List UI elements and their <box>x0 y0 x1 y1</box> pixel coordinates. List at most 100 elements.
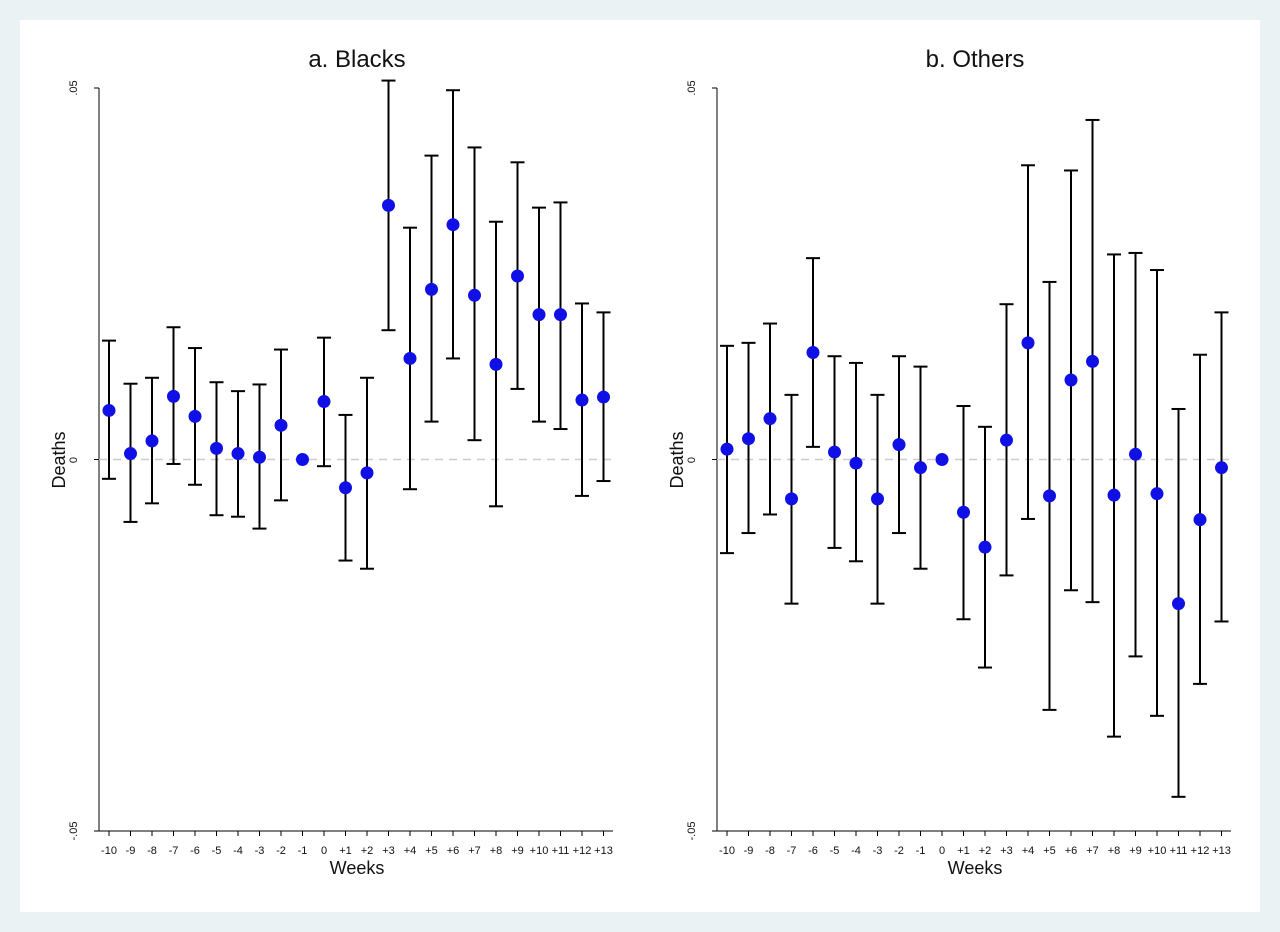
x-tick-label: +6 <box>1065 845 1078 857</box>
x-tick-label: +11 <box>1170 845 1188 857</box>
x-tick-label: +3 <box>382 845 395 857</box>
x-tick-label: -5 <box>212 845 222 857</box>
data-point <box>828 445 841 459</box>
x-tick-label: -10 <box>101 845 117 857</box>
data-point <box>720 442 734 456</box>
x-tick-label: +7 <box>1086 845 1099 857</box>
x-tick-label: -2 <box>894 845 904 857</box>
panel-others: b. Others Weeks Deaths .05 0 -.05 -10 -9-… <box>667 46 1231 878</box>
data-point <box>1172 597 1185 611</box>
y-tick-label-bottom: -.05 <box>686 822 698 841</box>
data-point <box>806 346 820 360</box>
data-point <box>274 418 288 432</box>
x-tick-label: 0 <box>939 845 945 857</box>
x-tick-label: -2 <box>276 845 286 857</box>
data-point <box>489 357 503 371</box>
y-axis-label: Deaths <box>667 431 687 488</box>
data-point <box>1043 489 1056 503</box>
x-tick-label: +5 <box>425 845 438 857</box>
x-tick-label: -3 <box>873 845 883 857</box>
panel-title: a. Blacks <box>308 46 405 73</box>
data-point <box>742 432 755 446</box>
data-point <box>1129 447 1142 461</box>
data-point <box>360 466 374 480</box>
data-point <box>403 351 417 365</box>
x-tick-label: +5 <box>1043 845 1056 857</box>
y-tick-label-top: .05 <box>686 80 698 95</box>
data-point <box>978 540 992 554</box>
x-tick-label: +13 <box>1212 845 1231 857</box>
x-tick-label: -7 <box>169 845 179 857</box>
y-tick-label-zero: 0 <box>68 457 80 463</box>
panel-title: b. Others <box>926 46 1025 73</box>
data-point <box>785 492 798 506</box>
x-tick-label: +7 <box>468 845 481 857</box>
x-tick-label: 0 <box>321 845 327 857</box>
data-point <box>957 505 970 519</box>
x-tick-label: -6 <box>808 845 818 857</box>
x-axis-label: Weeks <box>330 858 385 878</box>
x-tick-label: -8 <box>765 845 775 857</box>
data-point <box>1086 354 1099 368</box>
y-tick-label-bottom: -.05 <box>68 822 80 841</box>
x-tick-label: +8 <box>490 845 503 857</box>
x-tick-label: +4 <box>1022 845 1035 857</box>
data-point <box>935 453 949 466</box>
graph-region: a. Blacks Weeks Deaths .05 0 -.05 -10 -9-… <box>20 20 1260 912</box>
data-point <box>339 481 352 495</box>
data-point <box>1193 513 1207 527</box>
data-point <box>425 282 438 296</box>
y-tick-label-zero: 0 <box>686 457 698 463</box>
x-tick-label: -6 <box>190 845 200 857</box>
x-tick-label: -1 <box>298 845 308 857</box>
data-point <box>849 456 863 470</box>
x-tick-label: +2 <box>979 845 992 857</box>
data-point <box>188 409 202 423</box>
data-point <box>253 450 266 464</box>
data-point <box>1215 461 1228 475</box>
data-point <box>1064 373 1078 387</box>
data-point <box>597 390 610 404</box>
data-point <box>1021 336 1035 350</box>
x-tick-label: -9 <box>744 845 754 857</box>
x-tick-label: +9 <box>511 845 524 857</box>
data-point <box>511 269 524 283</box>
data-point <box>575 393 589 407</box>
data-point <box>914 461 927 475</box>
data-point <box>892 438 906 452</box>
data-point <box>210 441 223 455</box>
data-point <box>124 447 137 461</box>
x-tick-label: +11 <box>552 845 570 857</box>
x-tick-label: +12 <box>1191 845 1210 857</box>
x-tick-label: +13 <box>594 845 613 857</box>
data-point <box>145 434 159 448</box>
data-point <box>446 218 460 232</box>
x-tick-label: +2 <box>361 845 374 857</box>
x-tick-label: -4 <box>233 845 243 857</box>
data-point <box>231 447 245 461</box>
x-tick-label: -3 <box>255 845 265 857</box>
two-panel-errorbar-chart: a. Blacks Weeks Deaths .05 0 -.05 -10 -9-… <box>49 46 1231 878</box>
data-point <box>554 308 567 322</box>
x-tick-label: +4 <box>404 845 417 857</box>
x-tick-label: +1 <box>339 845 352 857</box>
x-tick-label: -10 <box>719 845 735 857</box>
x-tick-label: +9 <box>1129 845 1142 857</box>
data-point <box>382 198 395 212</box>
x-tick-label: -9 <box>126 845 136 857</box>
data-point <box>1150 487 1164 501</box>
data-point <box>871 492 884 506</box>
data-point <box>1107 488 1121 502</box>
x-axis-label: Weeks <box>948 858 1003 878</box>
data-point <box>468 288 481 302</box>
data-point <box>296 453 309 466</box>
x-tick-label: -5 <box>830 845 840 857</box>
panel-blacks: a. Blacks Weeks Deaths .05 0 -.05 -10 -9-… <box>49 46 613 878</box>
x-tick-label: +1 <box>957 845 970 857</box>
x-tick-label: -1 <box>916 845 926 857</box>
x-tick-label: +8 <box>1108 845 1121 857</box>
data-point <box>317 395 331 409</box>
data-point <box>532 308 546 322</box>
data-point <box>102 403 116 417</box>
x-tick-label: -7 <box>787 845 797 857</box>
